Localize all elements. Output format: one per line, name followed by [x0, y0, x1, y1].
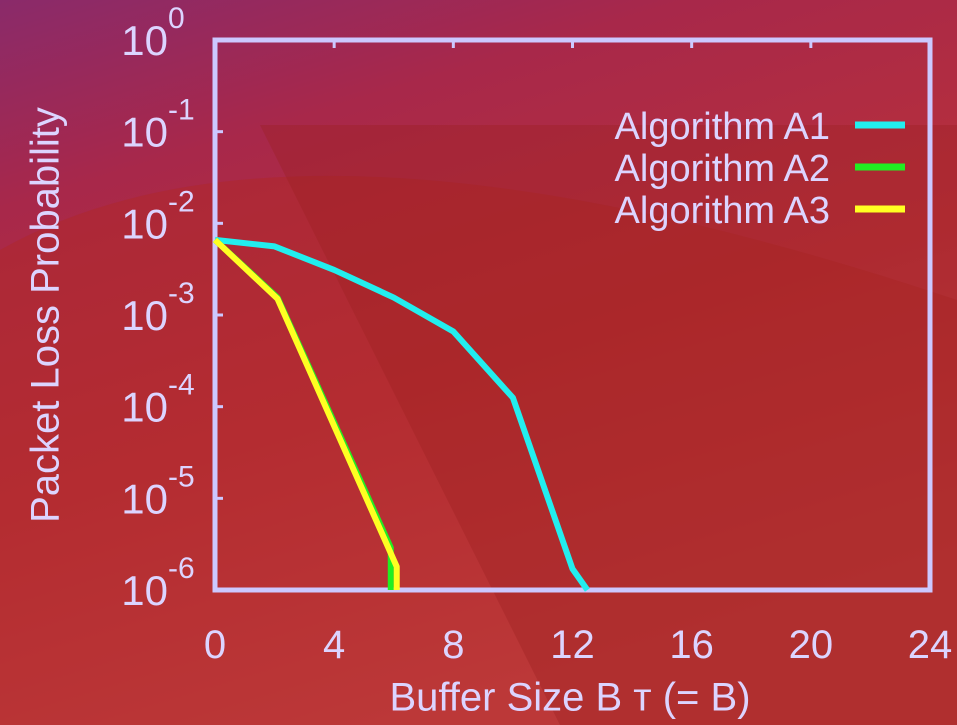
x-tick-label: 0: [204, 623, 226, 667]
x-axis-title: Buffer Size B ᴛ (= B): [389, 676, 750, 720]
x-tick-label: 12: [550, 623, 595, 667]
y-tick-exponent: -4: [168, 369, 195, 402]
y-tick-exponent: -2: [168, 185, 195, 218]
y-axis-title: Packet Loss Probability: [24, 107, 68, 523]
legend-label: Algorithm A2: [615, 148, 830, 190]
legend-label: Algorithm A3: [615, 190, 830, 232]
x-tick-label: 24: [908, 623, 953, 667]
chart: Packet Loss Probability Buffer Size B ᴛ …: [0, 0, 957, 725]
y-tick-label: 10: [121, 567, 168, 614]
x-tick-label: 20: [789, 623, 834, 667]
y-tick-label: 10: [121, 292, 168, 339]
y-tick-label: 10: [121, 200, 168, 247]
y-tick-exponent: -5: [168, 460, 195, 493]
y-tick-exponent: -6: [168, 552, 195, 585]
y-tick-exponent: -1: [168, 94, 195, 127]
y-tick-label: 10: [121, 384, 168, 431]
x-tick-label: 16: [669, 623, 714, 667]
y-tick-label: 10: [121, 109, 168, 156]
y-tick-exponent: -3: [168, 277, 195, 310]
y-tick-label: 10: [121, 475, 168, 522]
legend-label: Algorithm A1: [615, 106, 830, 148]
y-tick-exponent: 0: [168, 2, 185, 35]
y-tick-label: 10: [121, 17, 168, 64]
x-tick-label: 8: [442, 623, 464, 667]
x-tick-label: 4: [323, 623, 345, 667]
